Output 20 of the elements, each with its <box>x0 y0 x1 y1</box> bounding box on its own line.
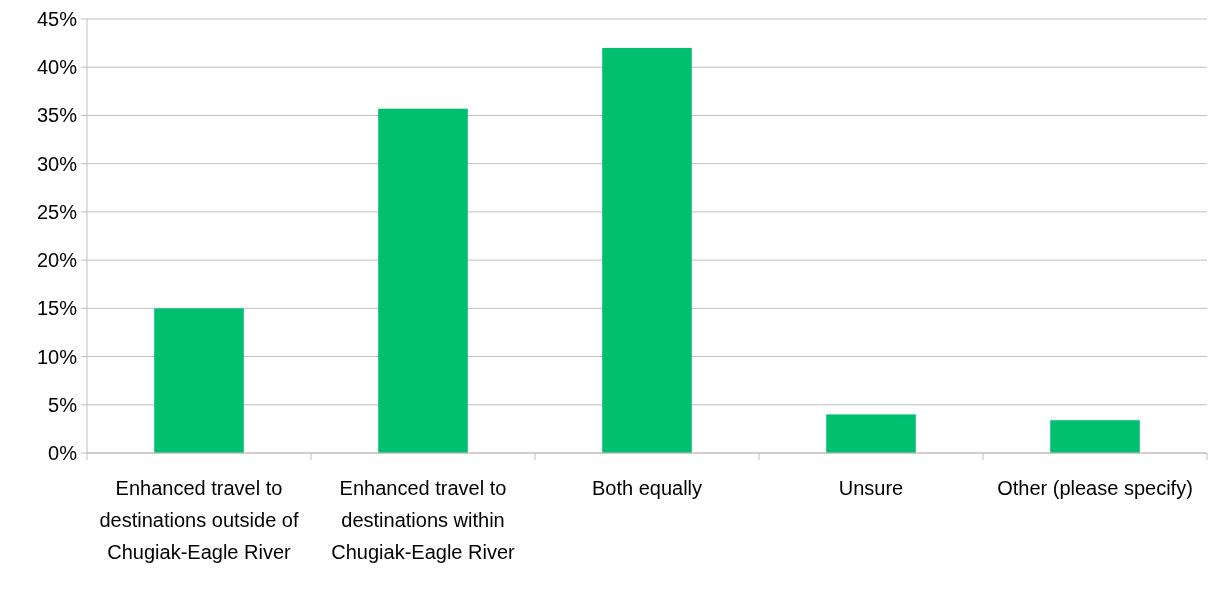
y-tick-label: 30% <box>36 152 78 175</box>
y-tick-label: 5% <box>48 393 78 416</box>
y-tick-label: 0% <box>48 442 78 464</box>
bar <box>1050 420 1140 453</box>
x-tick-label: Both equally <box>591 477 703 499</box>
y-tick-label: 25% <box>36 200 78 223</box>
y-tick-label: 45% <box>36 8 78 30</box>
bar <box>826 414 916 453</box>
bar <box>154 308 244 453</box>
x-tick-label: Enhanced travel to destinations outside of Chugiak-Eagle River <box>99 477 299 563</box>
x-tick-label: Enhanced travel to destinations within Chugiak-Eagle River <box>331 477 516 563</box>
bar <box>602 47 692 453</box>
y-tick-label: 40% <box>36 56 78 79</box>
y-tick-label: 10% <box>36 345 78 368</box>
bar <box>378 108 468 453</box>
x-tick-label: Other (please specify) <box>997 477 1193 499</box>
y-tick-label: 35% <box>36 104 78 127</box>
y-tick-label: 15% <box>36 297 78 320</box>
x-tick-label: Unsure <box>838 477 904 499</box>
y-tick-label: 20% <box>36 249 78 272</box>
